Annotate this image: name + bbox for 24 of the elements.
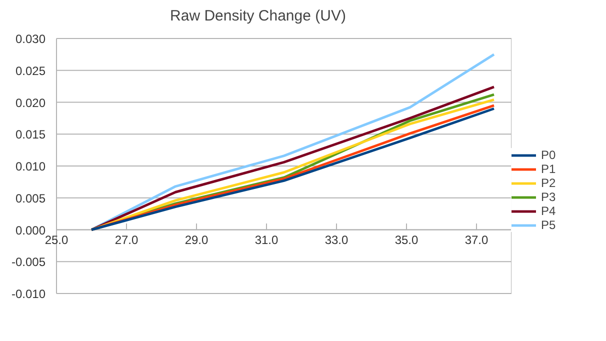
x-tick-label: 33.0	[324, 232, 349, 247]
line-series	[90, 53, 496, 231]
legend-label: P5	[541, 218, 557, 232]
x-tick-label: 35.0	[394, 232, 419, 247]
x-tick-label: 27.0	[114, 232, 139, 247]
legend-label: P0	[541, 148, 557, 162]
legend-label: P4	[541, 204, 557, 218]
legend-label: P2	[541, 176, 557, 190]
y-tick-label: 0.015	[15, 128, 46, 142]
x-tick-label: 31.0	[254, 232, 279, 247]
x-tick-label: 25.0	[44, 232, 69, 247]
chart-title: Raw Density Change (UV)	[170, 8, 346, 24]
y-tick-label: 0.020	[15, 96, 46, 110]
y-tick-label: 0.005	[15, 191, 46, 206]
y-tick-label: 0.010	[15, 160, 46, 174]
y-tick-label: -0.010	[11, 287, 46, 301]
y-tick-label: 0.000	[15, 223, 46, 238]
x-tick-label: 37.0	[464, 232, 489, 247]
y-tick-label: 0.030	[15, 32, 46, 46]
y-tick-label: 0.025	[15, 64, 46, 78]
x-tick-label: 29.0	[184, 232, 209, 247]
legend-label: P1	[541, 162, 557, 176]
y-tick-label: -0.005	[11, 255, 46, 270]
legend-label: P3	[541, 190, 557, 204]
